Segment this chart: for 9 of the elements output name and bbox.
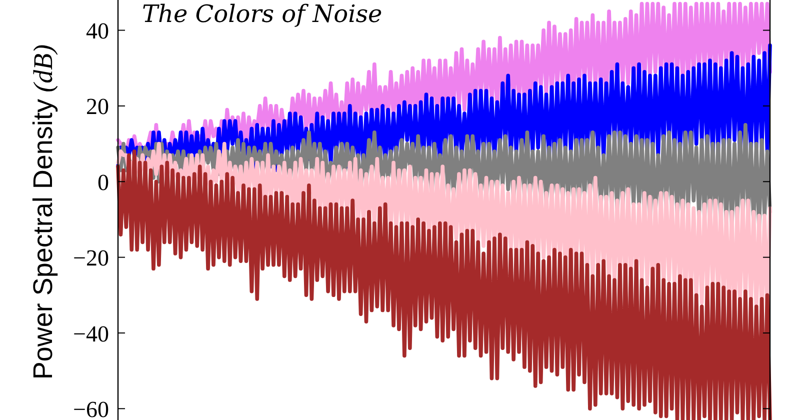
- y-tick-label: −20: [73, 246, 109, 271]
- y-tick-label: −60: [73, 396, 109, 420]
- y-tick-label: 20: [86, 94, 109, 120]
- line-series: [116, 149, 772, 420]
- chart-title: The Colors of Noise: [142, 0, 382, 28]
- y-tick-label: 40: [86, 18, 109, 44]
- y-tick-label: −40: [73, 321, 109, 346]
- y-axis-title: Power Spectral Density (dB): [28, 44, 58, 380]
- y-tick-label: 0: [98, 170, 109, 195]
